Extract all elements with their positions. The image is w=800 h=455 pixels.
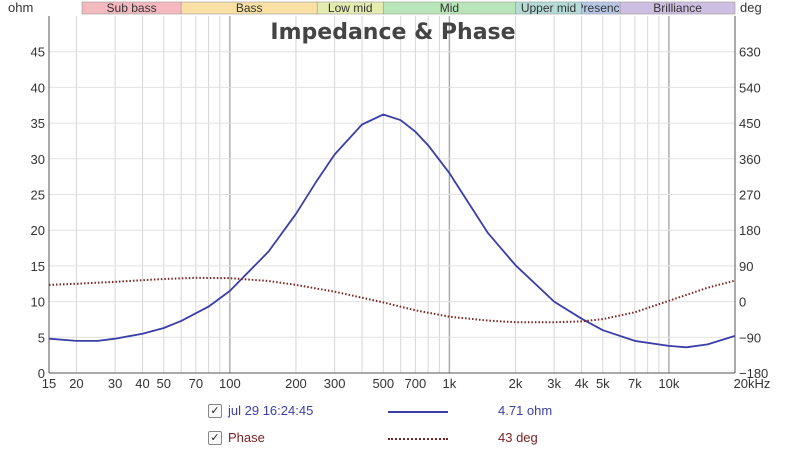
x-tick-label: 500 xyxy=(372,376,394,391)
legend-value-impedance: 4.71 ohm xyxy=(498,403,553,418)
x-tick-label: 40 xyxy=(135,376,149,391)
x-tick-label: 100 xyxy=(219,376,241,391)
y-right-tick-label: −180 xyxy=(739,366,768,381)
y-right-tick-label: 180 xyxy=(739,223,761,238)
x-tick-label: 3k xyxy=(547,376,561,391)
y-left-tick-label: 35 xyxy=(31,116,45,131)
x-tick-label: 2k xyxy=(509,376,523,391)
y-left-tick-label: 30 xyxy=(31,152,45,167)
y-right-tick-label: 90 xyxy=(739,259,753,274)
y-left-tick-label: 45 xyxy=(31,45,45,60)
x-tick-label: 4k xyxy=(575,376,589,391)
band-label-mid: Mid xyxy=(440,1,459,15)
legend-checkbox-phase[interactable]: ✓ xyxy=(208,431,222,445)
band-label-brilliance: Brilliance xyxy=(653,1,702,15)
y-right-tick-label: 450 xyxy=(739,116,761,131)
y-left-tick-label: 25 xyxy=(31,188,45,203)
y-left-tick-label: 20 xyxy=(31,223,45,238)
band-label-bass: Bass xyxy=(236,1,263,15)
band-label-sub-bass: Sub bass xyxy=(107,1,157,15)
y-right-unit: deg xyxy=(740,0,762,15)
legend-checkbox-impedance[interactable]: ✓ xyxy=(208,404,222,418)
x-tick-label: 7k xyxy=(628,376,642,391)
y-right-tick-label: −90 xyxy=(739,330,761,345)
x-tick-label: 200 xyxy=(285,376,307,391)
legend-line-phase xyxy=(388,438,448,440)
band-label-low-mid: Low mid xyxy=(328,1,373,15)
legend-row-phase[interactable]: ✓ Phase 43 deg xyxy=(208,430,608,448)
x-tick-label: 30 xyxy=(108,376,122,391)
x-tick-label: 15 xyxy=(42,376,56,391)
x-tick-label: 700 xyxy=(405,376,427,391)
y-left-tick-label: 0 xyxy=(38,366,45,381)
y-right-tick-label: 540 xyxy=(739,80,761,95)
band-label-upper-mid: Upper mid xyxy=(521,1,576,15)
x-tick-label: 70 xyxy=(189,376,203,391)
legend-row-impedance[interactable]: ✓ jul 29 16:24:45 4.71 ohm xyxy=(208,403,608,421)
x-tick-label: 10k xyxy=(658,376,679,391)
legend-name-impedance: jul 29 16:24:45 xyxy=(228,403,314,418)
x-tick-label: 1k xyxy=(443,376,457,391)
y-right-tick-label: 270 xyxy=(739,188,761,203)
band-brilliance xyxy=(619,1,736,15)
chart-title: Impedance & Phase xyxy=(270,20,515,45)
x-tick-label: 5k xyxy=(596,376,610,391)
x-tick-label: 20kHz xyxy=(734,376,771,391)
legend-name-phase: Phase xyxy=(228,430,265,445)
series-line-impedance xyxy=(48,113,736,349)
y-left-tick-label: 15 xyxy=(31,259,45,274)
legend-value-phase: 43 deg xyxy=(498,430,538,445)
x-tick-label: 300 xyxy=(324,376,346,391)
y-left-tick-label: 40 xyxy=(31,80,45,95)
y-right-tick-label: 0 xyxy=(739,295,746,310)
legend-line-impedance xyxy=(388,411,448,413)
y-left-tick-label: 5 xyxy=(38,330,45,345)
y-right-tick-label: 630 xyxy=(739,45,761,60)
y-left-unit: ohm xyxy=(8,0,33,15)
x-tick-label: 50 xyxy=(157,376,171,391)
y-right-tick-label: 360 xyxy=(739,152,761,167)
y-left-tick-label: 10 xyxy=(31,295,45,310)
series-line-phase xyxy=(48,276,736,324)
band-label-presence: Presence xyxy=(576,1,627,15)
x-tick-label: 20 xyxy=(69,376,83,391)
